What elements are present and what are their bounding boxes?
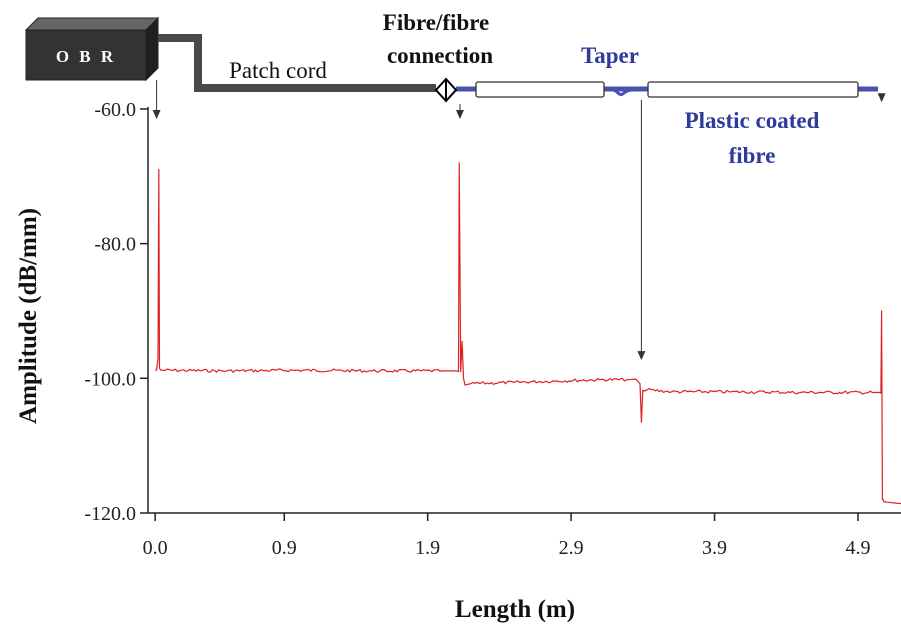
connection-label-line2: connection [387,43,493,68]
x-tick-label: 0.9 [272,537,297,559]
event-arrow-head [877,93,886,103]
obr-label: O B R [56,47,116,66]
x-tick-label: 3.9 [702,537,727,559]
setup-diagram: O B R Patch cord Fibre/fibre connection … [24,10,878,168]
taper-shape [603,87,647,96]
obr-box: O B R [24,16,160,82]
patch-cord-label: Patch cord [229,58,327,83]
event-arrows [152,80,886,361]
event-arrow-head [637,351,646,361]
x-tick-label: 4.9 [845,537,870,559]
x-tick-label: 1.9 [415,537,440,559]
coated-label-line2: fibre [729,143,776,168]
patch-cord-line [158,34,436,92]
event-arrow-head [455,110,464,120]
plot-area: -60.0 -80.0 -100.0 -120.0 0.0 0.9 1.9 2.9 3.9 4.9 [84,99,901,559]
coating-sleeve-right [647,81,859,98]
amplitude-trace [155,162,901,505]
obr-front-face [25,29,147,81]
y-tick-label: -120.0 [84,503,136,525]
x-axis-title: Length (m) [455,596,575,623]
event-arrow-head [152,110,161,120]
coated-label-line1: Plastic coated [685,108,820,133]
y-axis-title: Amplitude (dB/mm) [15,208,42,424]
y-tick-label: -100.0 [84,368,136,390]
y-tick-label: -80.0 [94,234,136,256]
taper-label: Taper [581,43,639,68]
connection-label-line1: Fibre/fibre [383,10,489,35]
x-tick-label: 0.0 [143,537,168,559]
y-tick-label: -60.0 [94,99,136,121]
x-tick-label: 2.9 [559,537,584,559]
connector-diamond-icon [434,77,458,103]
coating-sleeve-left [475,81,605,98]
